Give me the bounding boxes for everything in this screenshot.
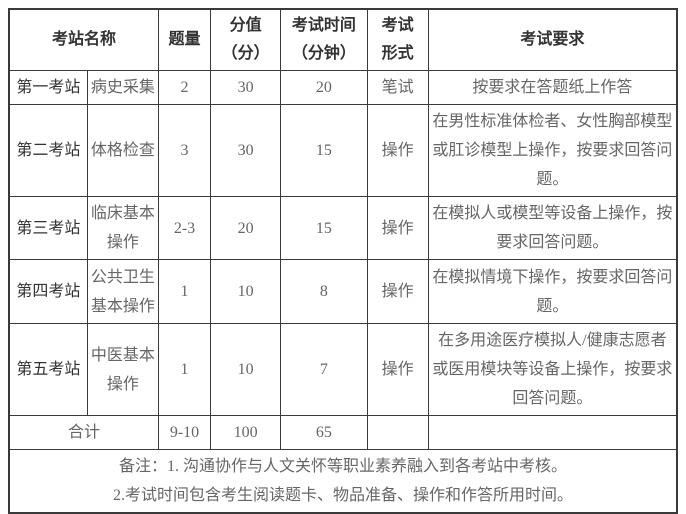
station-4-score: 10 bbox=[210, 259, 282, 324]
station-3-format: 操作 bbox=[366, 196, 429, 260]
station-3-time: 15 bbox=[280, 196, 368, 260]
header-format-line2: 形式 bbox=[381, 45, 414, 62]
station-5-requirement: 在多用途医疗模拟人/健康志愿者或医用模块等设备上操作，按要求回答问题。 bbox=[427, 323, 678, 416]
station-5-count: 1 bbox=[157, 323, 212, 416]
header-question-count: 题量 bbox=[157, 8, 212, 71]
header-format: 考试 形式 bbox=[366, 8, 429, 71]
notes-cell: 备注：1. 沟通协作与人文关怀等职业素养融入到各考站中考核。 2.考试时间包含考… bbox=[8, 449, 678, 514]
header-time: 考试时间 （分钟） bbox=[280, 8, 368, 71]
table-row-station-2: 第二考站 体格检查 3 30 15 操作 在男性标准体检者、女性胸部模型或肛诊模… bbox=[8, 104, 678, 197]
station-1-format: 笔试 bbox=[366, 70, 429, 105]
header-score: 分值 （分） bbox=[210, 8, 282, 71]
station-2-requirement: 在男性标准体检者、女性胸部模型或肛诊模型上操作，按要求回答问题。 bbox=[427, 104, 678, 197]
table-row-station-5: 第五考站 中医基本操作 1 10 7 操作 在多用途医疗模拟人/健康志愿者或医用… bbox=[8, 323, 678, 416]
station-4-count: 1 bbox=[157, 259, 212, 324]
table-row-notes: 备注：1. 沟通协作与人文关怀等职业素养融入到各考站中考核。 2.考试时间包含考… bbox=[8, 449, 678, 514]
header-format-line1: 考试 bbox=[381, 17, 414, 34]
station-3-count: 2-3 bbox=[157, 196, 212, 260]
exam-stations-table: 考站名称 题量 分值 （分） 考试时间 （分钟） 考试 形式 考试要求 第一考站… bbox=[8, 8, 678, 514]
station-1-score: 30 bbox=[210, 70, 282, 105]
station-1-name: 病史采集 bbox=[86, 70, 159, 105]
station-4-format: 操作 bbox=[366, 259, 429, 324]
station-2-name: 体格检查 bbox=[86, 104, 159, 197]
table-header-row: 考站名称 题量 分值 （分） 考试时间 （分钟） 考试 形式 考试要求 bbox=[8, 8, 678, 71]
header-time-line2: （分钟） bbox=[291, 45, 356, 62]
station-5-time: 7 bbox=[280, 323, 368, 416]
total-score: 100 bbox=[210, 415, 282, 450]
header-station-name: 考站名称 bbox=[8, 8, 159, 71]
station-4-requirement: 在模拟情境下操作，按要求回答问题。 bbox=[427, 259, 678, 324]
table-row-station-3: 第三考站 临床基本操作 2-3 20 15 操作 在模拟人或模型等设备上操作，按… bbox=[8, 196, 678, 260]
total-count: 9-10 bbox=[157, 415, 212, 450]
total-requirement bbox=[427, 415, 678, 450]
station-5-score: 10 bbox=[210, 323, 282, 416]
total-time: 65 bbox=[280, 415, 368, 450]
station-2-format: 操作 bbox=[366, 104, 429, 197]
header-score-line1: 分值 bbox=[229, 17, 262, 34]
station-5-name: 中医基本操作 bbox=[86, 323, 159, 416]
station-4-time: 8 bbox=[280, 259, 368, 324]
table-row-total: 合计 9-10 100 65 bbox=[8, 415, 678, 450]
note-line-2: 2.考试时间包含考生阅读题卡、物品准备、操作和作答所用时间。 bbox=[112, 487, 573, 504]
station-1-time: 20 bbox=[280, 70, 368, 105]
station-5-format: 操作 bbox=[366, 323, 429, 416]
station-4-label: 第四考站 bbox=[8, 259, 88, 324]
station-1-requirement: 按要求在答题纸上作答 bbox=[427, 70, 678, 105]
table-row-station-1: 第一考站 病史采集 2 30 20 笔试 按要求在答题纸上作答 bbox=[8, 70, 678, 105]
exam-table-container: 考站名称 题量 分值 （分） 考试时间 （分钟） 考试 形式 考试要求 第一考站… bbox=[8, 8, 678, 514]
station-3-score: 20 bbox=[210, 196, 282, 260]
station-3-name: 临床基本操作 bbox=[86, 196, 159, 260]
station-2-count: 3 bbox=[157, 104, 212, 197]
station-2-label: 第二考站 bbox=[8, 104, 88, 197]
header-score-line2: （分） bbox=[221, 45, 270, 62]
header-requirements: 考试要求 bbox=[427, 8, 678, 71]
station-1-count: 2 bbox=[157, 70, 212, 105]
total-label: 合计 bbox=[8, 415, 159, 450]
station-3-label: 第三考站 bbox=[8, 196, 88, 260]
total-format bbox=[366, 415, 429, 450]
station-2-score: 30 bbox=[210, 104, 282, 197]
station-2-time: 15 bbox=[280, 104, 368, 197]
table-row-station-4: 第四考站 公共卫生基本操作 1 10 8 操作 在模拟情境下操作，按要求回答问题… bbox=[8, 259, 678, 324]
station-3-requirement: 在模拟人或模型等设备上操作，按要求回答问题。 bbox=[427, 196, 678, 260]
header-time-line1: 考试时间 bbox=[291, 17, 356, 34]
station-1-label: 第一考站 bbox=[8, 70, 88, 105]
station-5-label: 第五考站 bbox=[8, 323, 88, 416]
station-4-name: 公共卫生基本操作 bbox=[86, 259, 159, 324]
note-line-1: 备注：1. 沟通协作与人文关怀等职业素养融入到各考站中考核。 bbox=[118, 458, 567, 475]
